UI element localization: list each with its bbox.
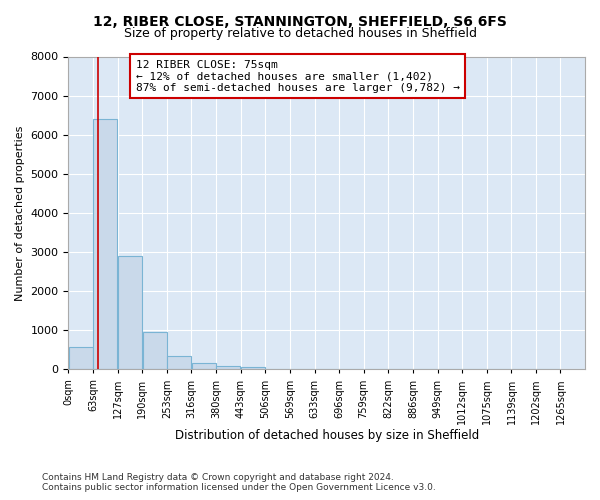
Text: Contains HM Land Registry data © Crown copyright and database right 2024.
Contai: Contains HM Land Registry data © Crown c… [42,473,436,492]
Y-axis label: Number of detached properties: Number of detached properties [15,126,25,300]
Text: Size of property relative to detached houses in Sheffield: Size of property relative to detached ho… [124,28,476,40]
Text: 12, RIBER CLOSE, STANNINGTON, SHEFFIELD, S6 6FS: 12, RIBER CLOSE, STANNINGTON, SHEFFIELD,… [93,15,507,29]
Bar [93,119,117,370]
X-axis label: Distribution of detached houses by size in Sheffield: Distribution of detached houses by size … [175,430,479,442]
Bar [143,332,167,370]
Bar [217,366,241,370]
Text: 12 RIBER CLOSE: 75sqm
← 12% of detached houses are smaller (1,402)
87% of semi-d: 12 RIBER CLOSE: 75sqm ← 12% of detached … [136,60,460,93]
Bar [241,367,265,370]
Bar [68,346,92,370]
Bar [118,256,142,370]
Bar [191,363,215,370]
Bar [167,356,191,370]
